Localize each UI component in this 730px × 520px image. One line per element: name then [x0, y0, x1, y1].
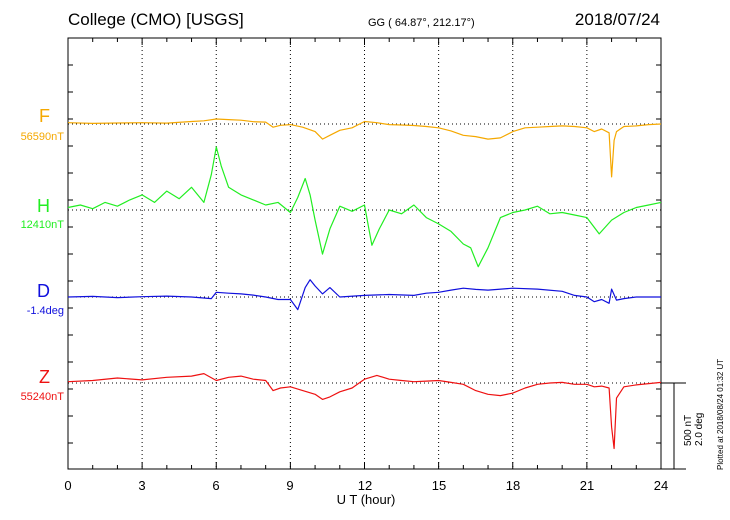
x-axis-label: U T (hour): [336, 492, 396, 507]
channel-h-baseline: 12410nT: [20, 219, 64, 231]
channel-d-label: D: [37, 281, 50, 301]
x-tick-label: 18: [505, 478, 521, 493]
x-tick-label: 3: [138, 478, 146, 493]
x-tick-label: 9: [286, 478, 294, 493]
x-tick-label: 24: [653, 478, 669, 493]
series-f-line: [67, 118, 662, 178]
x-tick-label: 6: [212, 478, 220, 493]
x-tick-label: 12: [357, 478, 373, 493]
series-d-line: [67, 279, 661, 311]
channel-d-baseline: -1.4deg: [26, 305, 64, 317]
scale-nt-label: 500 nT: [683, 414, 694, 446]
chart-date: 2018/07/24: [574, 10, 660, 29]
channel-z-label: Z: [39, 367, 50, 387]
channel-z-baseline: 55240nT: [20, 391, 64, 403]
series-h-line: [67, 146, 662, 268]
scale-deg-label: 2.0 deg: [694, 412, 705, 446]
channel-f-label: F: [39, 106, 50, 126]
channel-h-label: H: [37, 196, 50, 216]
x-tick-label: 21: [579, 478, 595, 493]
x-tick-label: 0: [64, 478, 72, 493]
plotted-timestamp: Plotted at 2018/08/24 01:32 UT: [716, 358, 725, 470]
x-tick-label: 15: [431, 478, 447, 493]
channel-f-baseline: 56590nT: [20, 131, 64, 143]
station-coords: GG ( 64.87°, 212.17°): [368, 17, 475, 29]
series-z-line: [67, 373, 662, 450]
station-title: College (CMO) [USGS]: [68, 10, 244, 29]
